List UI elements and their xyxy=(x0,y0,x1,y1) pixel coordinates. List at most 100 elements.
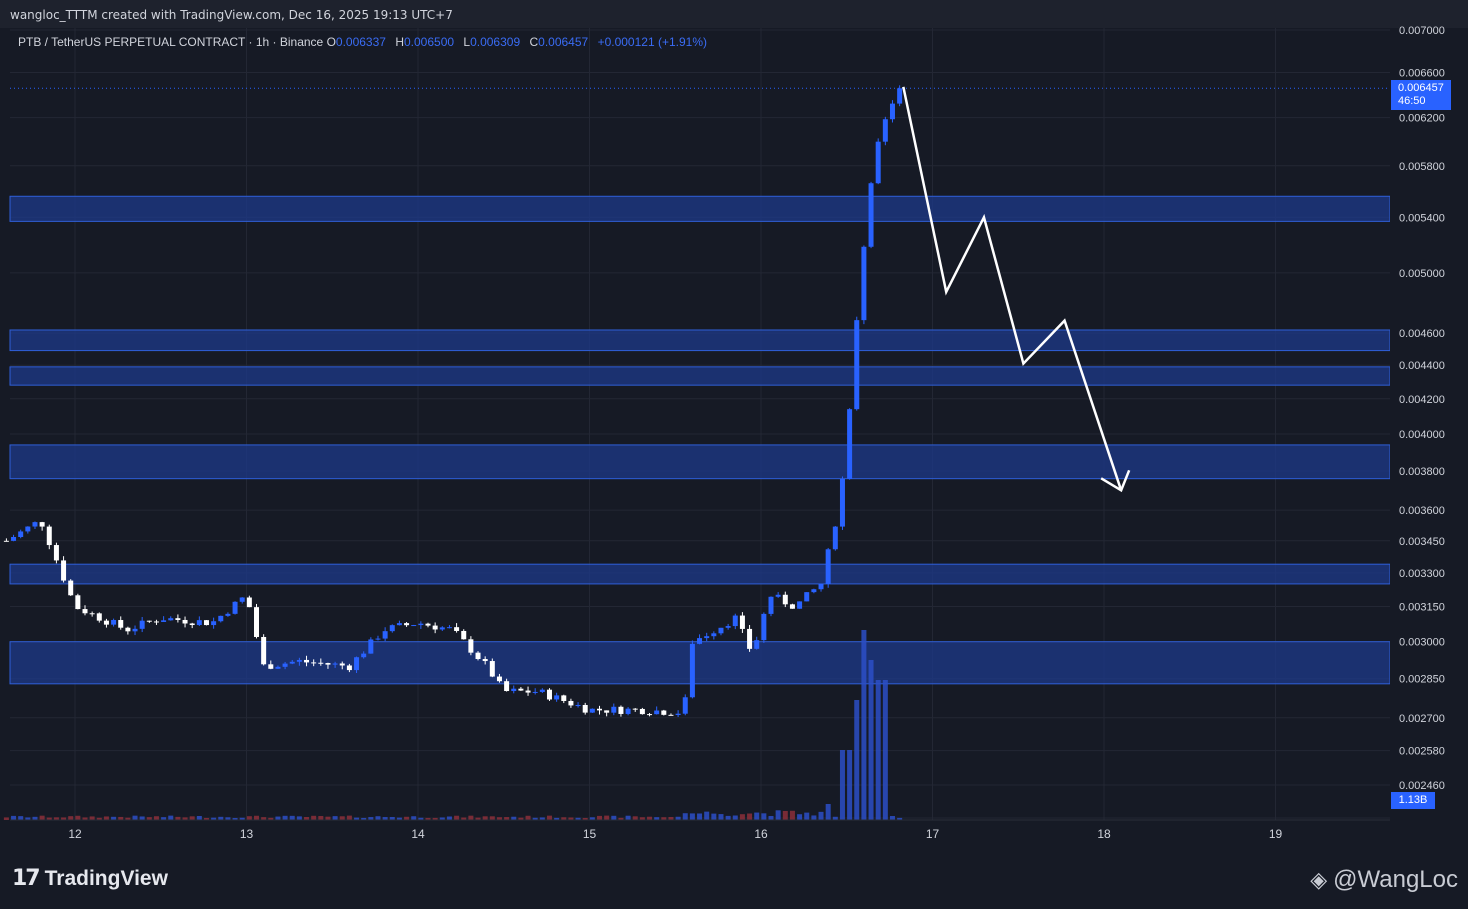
candle-body xyxy=(782,594,788,605)
volume-bar xyxy=(61,817,67,820)
support-resistance-zone xyxy=(9,329,1391,352)
volume-bar xyxy=(439,817,445,820)
candle-body xyxy=(396,623,402,626)
candle-body xyxy=(196,620,202,626)
volume-bar xyxy=(697,813,703,820)
volume-bar xyxy=(32,816,38,820)
volume-bar xyxy=(153,816,159,820)
legend-high-label: H xyxy=(395,35,404,49)
candle-body xyxy=(604,710,610,713)
volume-bar xyxy=(782,810,788,820)
projection-path xyxy=(902,86,1123,491)
candle-body xyxy=(139,620,145,629)
tradingview-mark-icon: 17 xyxy=(12,866,41,891)
candle-body xyxy=(668,714,674,716)
y-tick-label: 0.004600 xyxy=(1399,328,1445,340)
volume-bar xyxy=(568,817,574,820)
tradingview-logo[interactable]: 17 TradingView xyxy=(12,866,168,891)
x-tick-label: 14 xyxy=(411,827,425,841)
candle-body xyxy=(446,627,452,629)
volume-bar xyxy=(504,817,510,820)
volume-bar xyxy=(797,814,803,820)
legend-open-label: O xyxy=(326,35,336,49)
candle-body xyxy=(275,666,281,669)
y-tick-label: 0.004000 xyxy=(1399,429,1445,441)
candle-body xyxy=(168,618,174,621)
candle-body xyxy=(568,700,574,706)
volume-bar xyxy=(454,815,460,820)
candle-body xyxy=(3,540,9,542)
last-price-tag: 0.006457 46:50 xyxy=(1391,80,1451,110)
candle-body xyxy=(46,526,52,546)
volume-bar xyxy=(575,817,581,820)
volume-bar xyxy=(368,817,374,820)
candle-body xyxy=(53,545,59,561)
chart-credit: wangloc_TTTM created with TradingView.co… xyxy=(10,8,453,22)
candle-body xyxy=(854,320,860,410)
candle-body xyxy=(161,620,167,622)
support-resistance-zone xyxy=(9,563,1391,585)
candle-body xyxy=(296,659,302,662)
candle-body xyxy=(118,620,124,628)
price-chart[interactable]: 0.007000 0.006600 0.006200 0.005800 0.005400… xyxy=(0,0,1468,850)
candle-body xyxy=(432,625,438,630)
y-tick-label: 0.003450 xyxy=(1399,536,1445,548)
volume-bar xyxy=(11,815,17,820)
volume-bar xyxy=(396,817,402,820)
volume-bar xyxy=(496,817,502,820)
candle-body xyxy=(418,623,424,626)
volume-bar xyxy=(389,816,395,820)
y-tick-label: 0.002580 xyxy=(1399,746,1445,758)
volume-bar xyxy=(225,817,231,820)
volume-bar xyxy=(103,816,109,820)
candle-body xyxy=(332,663,338,665)
volume-bar xyxy=(732,815,738,820)
x-tick-label: 12 xyxy=(68,827,82,841)
volume-bar xyxy=(625,815,631,820)
candle-body xyxy=(725,626,731,628)
volume-bar xyxy=(789,810,795,820)
candle-body xyxy=(761,613,767,641)
candle-body xyxy=(718,627,724,634)
candle-body xyxy=(539,689,545,692)
volume-bar xyxy=(647,816,653,820)
volume-bar xyxy=(475,817,481,820)
volume-tag: 1.13B xyxy=(1391,792,1435,809)
volume-bar xyxy=(354,817,360,820)
support-resistance-zone xyxy=(9,366,1391,386)
volume-bar xyxy=(18,816,24,820)
volume-bar xyxy=(875,680,881,820)
candle-body xyxy=(582,704,588,713)
volume-bar xyxy=(246,816,252,820)
volume-bar xyxy=(532,817,538,820)
candle-body xyxy=(346,665,352,671)
candle-body xyxy=(882,119,888,142)
volume-bar xyxy=(68,816,74,820)
y-tick-label: 0.006200 xyxy=(1399,113,1445,125)
candle-body xyxy=(661,710,667,715)
candle-body xyxy=(618,706,624,714)
y-tick-label: 0.005400 xyxy=(1399,212,1445,224)
candle-body xyxy=(689,643,695,698)
volume-bar xyxy=(296,816,302,820)
volume-bar xyxy=(582,817,588,820)
candle-body xyxy=(589,708,595,713)
support-resistance-zone xyxy=(9,444,1391,480)
volume-bar xyxy=(268,817,274,820)
volume-bar xyxy=(489,816,495,820)
volume-bar xyxy=(39,815,45,820)
candle-body xyxy=(461,630,467,640)
volume-bar xyxy=(597,815,603,820)
candle-body xyxy=(475,652,481,660)
volume-bar xyxy=(668,817,674,820)
volume-bar xyxy=(618,817,624,820)
y-tick-label: 0.002460 xyxy=(1399,780,1445,792)
volume-bar xyxy=(261,817,267,820)
volume-bar xyxy=(346,815,352,820)
volume-bar xyxy=(132,815,138,820)
volume-bar xyxy=(518,817,524,820)
candle-body xyxy=(504,681,510,692)
candle-body xyxy=(32,522,38,527)
y-tick-label: 0.007000 xyxy=(1399,25,1445,37)
candle-body xyxy=(747,628,753,649)
